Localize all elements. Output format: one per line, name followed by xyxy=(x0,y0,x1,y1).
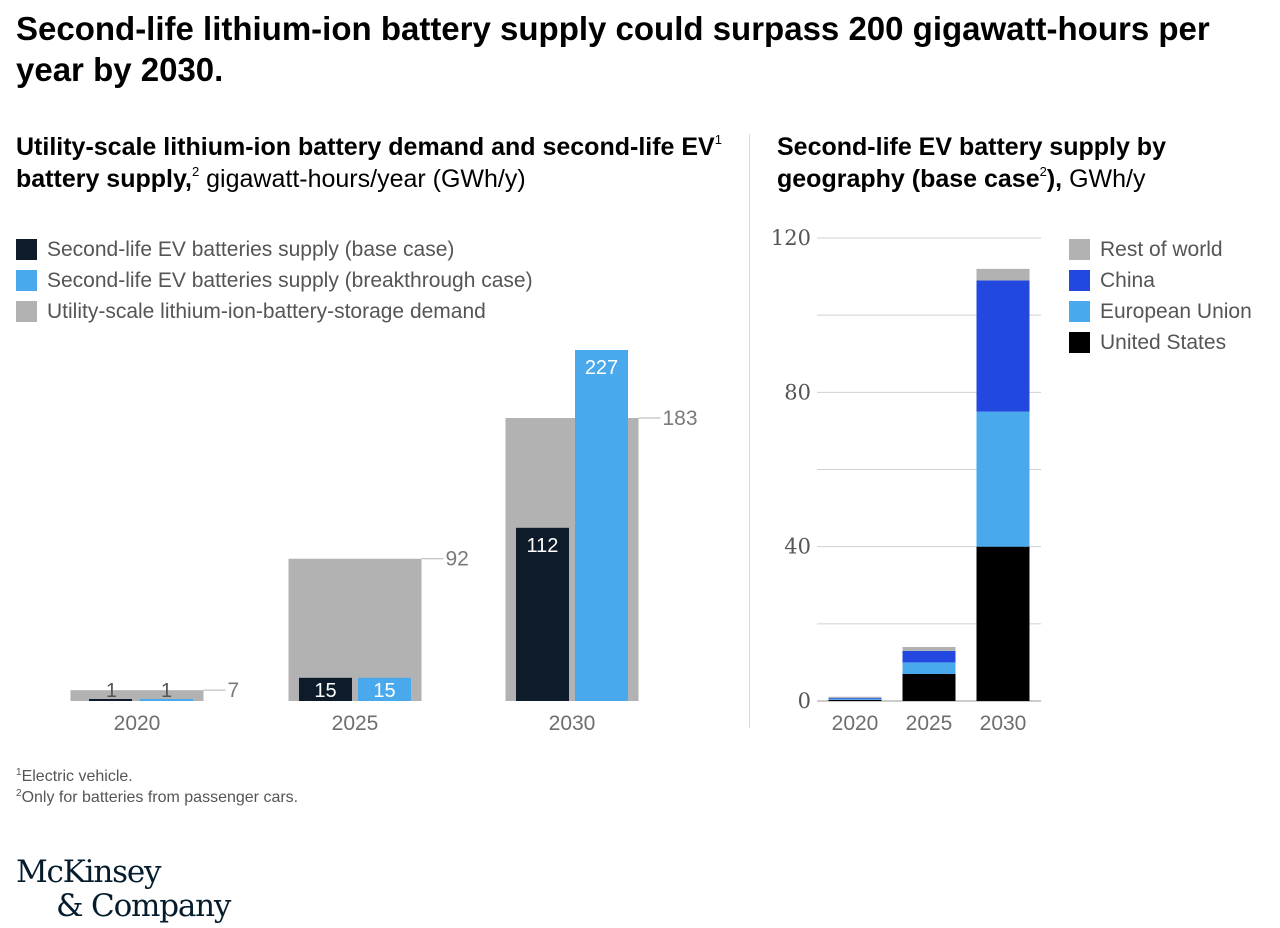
y-tick-label: 120 xyxy=(771,226,811,250)
right-chart-title-bold-2: ), xyxy=(1046,165,1063,193)
x-tick-label: 2030 xyxy=(549,712,596,735)
logo-line-2: & Company xyxy=(56,888,231,924)
footnote-ref-2-right: 2 xyxy=(1039,164,1047,179)
breakthrough-bar xyxy=(575,350,628,701)
demand-value-label: 92 xyxy=(446,548,469,571)
x-tick-label: 2020 xyxy=(832,712,879,735)
demand-value-label: 183 xyxy=(663,407,698,430)
demand-bar xyxy=(288,558,422,701)
left-legend: Second-life EV batteries supply (base ca… xyxy=(16,234,533,327)
right-chart-unit: GWh/y xyxy=(1062,165,1146,193)
footnote-ref-1: 1 xyxy=(714,132,722,147)
legend-swatch-us xyxy=(1069,332,1090,353)
base-case-bar xyxy=(299,677,352,701)
legend-item-breakthrough: Second-life EV batteries supply (breakth… xyxy=(16,265,533,296)
x-tick-label: 2025 xyxy=(906,712,953,735)
footnote-1: 1Electric vehicle. xyxy=(16,766,298,787)
stacked-segment-rest-of-world xyxy=(976,268,1030,281)
footnote-ref-2: 2 xyxy=(191,164,200,179)
legend-swatch-china xyxy=(1069,270,1090,291)
legend-label-china: China xyxy=(1100,268,1155,292)
base-value-label: 112 xyxy=(527,535,559,557)
breakthrough-value-label: 227 xyxy=(585,357,618,379)
stacked-segment-china xyxy=(976,280,1030,412)
legend-swatch-rest-of-world xyxy=(1069,239,1090,260)
legend-label-eu: European Union xyxy=(1100,299,1252,323)
x-tick-label: 2020 xyxy=(114,712,161,735)
logo-line-1: McKinsey xyxy=(16,854,162,890)
footnote-1-mark: 1 xyxy=(16,767,22,778)
footnotes: 1Electric vehicle. 2Only for batteries f… xyxy=(16,766,298,808)
page-title: Second-life lithium-ion battery supply c… xyxy=(16,10,1210,88)
left-chart-title-bold: Utility-scale lithium-ion battery demand… xyxy=(16,133,715,161)
stacked-segment-rest-of-world xyxy=(902,646,956,651)
stacked-segment-united-states xyxy=(976,546,1030,701)
breakthrough-bar xyxy=(140,699,193,701)
x-tick-label: 2030 xyxy=(980,712,1027,735)
demand-bar xyxy=(70,690,204,701)
y-tick-label: 40 xyxy=(784,535,811,559)
footnote-2-mark: 2 xyxy=(16,788,22,799)
stacked-segment-china xyxy=(902,650,956,663)
stacked-segment-united-states xyxy=(902,673,956,701)
right-chart-title: Second-life EV battery supply by geograp… xyxy=(777,131,1257,195)
stacked-segment-european-union xyxy=(828,698,882,700)
y-tick-label: 0 xyxy=(798,689,811,713)
right-chart-title-bold: Second-life EV battery supply by geograp… xyxy=(777,133,1166,193)
legend-swatch-demand xyxy=(16,301,37,322)
legend-swatch-base xyxy=(16,239,37,260)
demand-value-label: 7 xyxy=(228,679,240,702)
legend-item-eu: European Union xyxy=(1069,296,1252,327)
base-case-bar xyxy=(516,527,569,701)
legend-label-demand: Utility-scale lithium-ion-battery-storag… xyxy=(47,299,486,323)
left-chart-title-bold-2: battery supply, xyxy=(16,165,192,193)
chart-divider xyxy=(749,134,750,728)
x-tick-label: 2025 xyxy=(332,712,379,735)
breakthrough-bar xyxy=(358,677,411,701)
stacked-segment-european-union xyxy=(902,662,956,674)
footnote-2-text: Only for batteries from passenger cars. xyxy=(21,789,299,806)
base-value-label: 15 xyxy=(314,680,336,702)
right-stacked-bar-chart: 0 40 80 120 2020 2025 2030 xyxy=(771,226,1041,735)
stacked-segment-rest-of-world xyxy=(828,696,882,698)
legend-item-rest-of-world: Rest of world xyxy=(1069,234,1252,265)
base-case-bar xyxy=(89,699,132,701)
stacked-segment-european-union xyxy=(976,411,1030,547)
breakthrough-value-label: 15 xyxy=(373,680,395,702)
footnote-1-text: Electric vehicle. xyxy=(21,768,133,785)
legend-label-base: Second-life EV batteries supply (base ca… xyxy=(47,237,455,261)
footnote-2: 2Only for batteries from passenger cars. xyxy=(16,787,298,808)
right-legend: Rest of world China European Union Unite… xyxy=(1069,234,1252,358)
breakthrough-value-label: 1 xyxy=(161,680,172,702)
legend-swatch-eu xyxy=(1069,301,1090,322)
stacked-segment-china xyxy=(828,697,882,699)
legend-label-us: United States xyxy=(1100,330,1227,354)
legend-item-demand: Utility-scale lithium-ion-battery-storag… xyxy=(16,296,533,327)
legend-label-rest-of-world: Rest of world xyxy=(1100,237,1223,261)
legend-item-china: China xyxy=(1069,265,1252,296)
legend-swatch-breakthrough xyxy=(16,270,37,291)
legend-item-base: Second-life EV batteries supply (base ca… xyxy=(16,234,533,265)
y-tick-label: 80 xyxy=(784,380,811,404)
left-chart-title: Utility-scale lithium-ion battery demand… xyxy=(16,131,736,195)
left-chart-unit: gigawatt-hours/year (GWh/y) xyxy=(199,165,526,193)
legend-label-breakthrough: Second-life EV batteries supply (breakth… xyxy=(47,268,533,292)
base-value-label: 1 xyxy=(106,680,117,702)
legend-item-us: United States xyxy=(1069,327,1252,358)
stacked-segment-united-states xyxy=(828,699,882,701)
mckinsey-logo: McKinsey & Company xyxy=(16,854,231,924)
